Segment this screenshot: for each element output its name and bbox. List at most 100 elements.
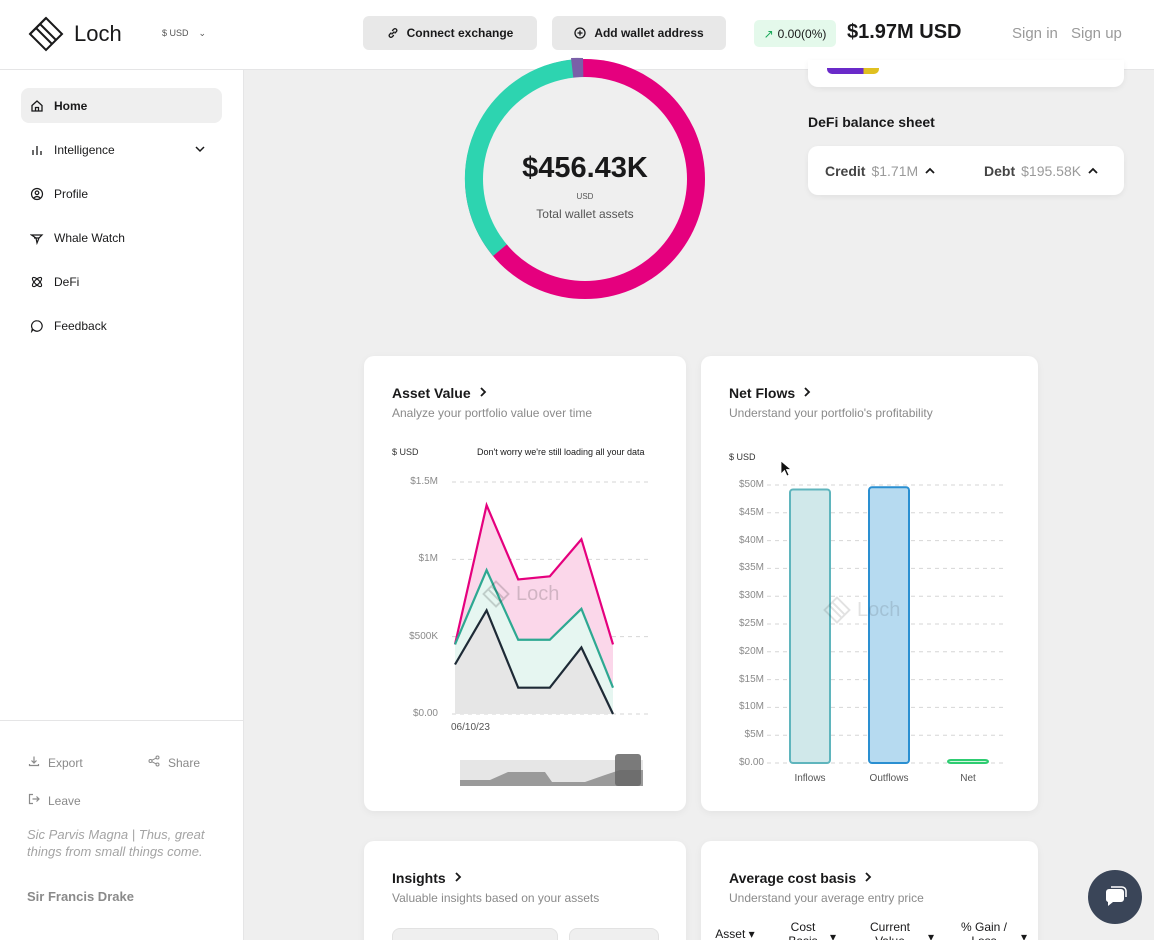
y-tick-label: $15M — [738, 673, 764, 685]
time-range-brush[interactable] — [460, 754, 643, 786]
column-header-asset[interactable]: Asset ▾ — [710, 927, 760, 940]
chat-icon — [1105, 886, 1127, 906]
leave-label: Leave — [48, 793, 81, 808]
chevron-right-icon — [864, 870, 872, 886]
home-icon — [30, 99, 44, 113]
watermark-text: Loch — [857, 598, 901, 621]
defi-balance-sheet-title: DeFi balance sheet — [808, 114, 935, 130]
add-wallet-button[interactable]: Add wallet address — [552, 16, 726, 50]
sidebar-item-intelligence[interactable]: Intelligence — [21, 132, 222, 167]
credit-toggle[interactable]: Credit $1.71M — [825, 163, 936, 179]
x-tick-label: Net — [960, 773, 976, 784]
sidebar-item-label: Feedback — [54, 318, 107, 333]
y-tick-label: $40M — [738, 534, 764, 546]
total-net-worth: $1.97M USD — [847, 21, 962, 43]
connect-exchange-button[interactable]: Connect exchange — [363, 16, 537, 50]
donut-currency: USD — [576, 192, 594, 201]
atom-icon — [30, 275, 44, 289]
donut-hole — [483, 77, 687, 281]
sidebar-item-label: DeFi — [54, 274, 80, 289]
asset-value-unit: $ USD — [392, 447, 419, 457]
logo-text: Loch — [74, 21, 122, 46]
sidebar-item-home[interactable]: Home — [21, 88, 222, 123]
column-label: % Gain / Loss — [960, 920, 1008, 940]
download-icon — [28, 755, 40, 770]
wallet-donut-chart[interactable] — [444, 40, 726, 320]
sort-caret-icon: ▾ — [1020, 930, 1028, 940]
x-tick-label: Outflows — [869, 773, 909, 784]
y-tick-label: $25M — [738, 618, 764, 629]
bar-net — [947, 759, 989, 764]
insight-tile[interactable] — [569, 928, 659, 940]
app-logo[interactable]: Loch — [28, 16, 122, 52]
debt-value: $195.58K — [1021, 163, 1082, 179]
sidebar-item-whale-watch[interactable]: Whale Watch — [21, 220, 222, 255]
bar-outflows — [868, 486, 910, 764]
brush-handle[interactable] — [615, 754, 641, 786]
average-cost-title[interactable]: Average cost basis — [729, 870, 872, 886]
sign-in-link[interactable]: Sign in — [1012, 25, 1058, 42]
chevron-right-icon — [454, 870, 462, 886]
currency-selector[interactable]: $ USD ⌄ — [162, 28, 206, 39]
bar-inflows — [789, 488, 831, 764]
share-label: Share — [168, 755, 201, 770]
loading-note: Don't worry we're still loading all your… — [477, 447, 645, 457]
gain-text: 0.00(0%) — [777, 26, 827, 41]
asset-value-chart[interactable] — [364, 356, 686, 811]
sort-caret-icon: ▾ — [829, 930, 837, 940]
sidebar-item-profile[interactable]: Profile — [21, 176, 222, 211]
chevron-right-icon — [479, 385, 487, 401]
dropdown-caret-icon: ⌄ — [198, 28, 207, 38]
y-tick-label: $50M — [738, 479, 764, 490]
insight-tile[interactable] — [392, 928, 558, 940]
net-flows-title[interactable]: Net Flows — [729, 385, 811, 401]
export-button[interactable]: Export — [28, 755, 83, 770]
support-chat-button[interactable] — [1088, 870, 1142, 924]
x-tick-label: Inflows — [794, 773, 826, 784]
column-label: Current Value — [869, 920, 910, 940]
column-header-gain-loss[interactable]: % Gain / Loss — [957, 920, 1011, 940]
chevron-up-icon — [924, 163, 936, 179]
watermark-text: Loch — [516, 582, 560, 605]
asset-value-title[interactable]: Asset Value — [392, 385, 487, 401]
donut-label: Total wallet assets — [536, 207, 634, 221]
y-tick-label: $35M — [738, 562, 764, 574]
share-button[interactable]: Share — [148, 755, 200, 770]
average-cost-title-text: Average cost basis — [729, 870, 857, 886]
chevron-down-icon[interactable] — [194, 143, 206, 158]
connect-exchange-label: Connect exchange — [406, 26, 514, 40]
loch-logo-icon — [823, 596, 851, 624]
sidebar-item-defi[interactable]: DeFi — [21, 264, 222, 299]
series-line — [453, 567, 615, 689]
net-flows-chart[interactable] — [701, 356, 1038, 811]
column-header-cost-basis[interactable]: Cost Basis — [782, 920, 824, 940]
y-tick-label: $30M — [738, 590, 764, 602]
asset-value-card: Asset Value Analyze your portfolio value… — [364, 356, 686, 811]
user-circle-icon — [30, 187, 44, 201]
currency-label: $ USD — [162, 28, 189, 38]
average-cost-subtitle: Understand your average entry price — [729, 891, 924, 905]
column-label: Cost Basis — [788, 920, 817, 940]
series-line — [453, 501, 615, 645]
y-tick-label: $0.00 — [412, 708, 438, 719]
sidebar-item-feedback[interactable]: Feedback — [21, 308, 222, 343]
asset-value-title-text: Asset Value — [392, 385, 471, 401]
whale-icon — [30, 231, 44, 245]
sort-caret-icon: ▾ — [927, 930, 935, 940]
watermark: Loch — [823, 596, 900, 624]
debt-toggle[interactable]: Debt $195.58K — [984, 163, 1099, 179]
credit-label: Credit — [825, 163, 866, 179]
column-header-current-value[interactable]: Current Value — [866, 920, 914, 940]
arrow-up-right-icon: ↗ — [763, 26, 774, 41]
leave-button[interactable]: Leave — [28, 793, 81, 808]
asset-breakdown-card — [808, 60, 1124, 87]
series-line — [454, 607, 614, 715]
y-tick-label: $1.5M — [410, 476, 438, 487]
column-label: Asset — [715, 927, 746, 940]
net-flows-card: Net Flows Understand your portfolio's pr… — [701, 356, 1038, 811]
sign-up-link[interactable]: Sign up — [1071, 25, 1122, 42]
debt-label: Debt — [984, 163, 1016, 179]
net-flows-title-text: Net Flows — [729, 385, 796, 401]
insights-title[interactable]: Insights — [392, 870, 462, 886]
share-icon — [148, 755, 160, 770]
